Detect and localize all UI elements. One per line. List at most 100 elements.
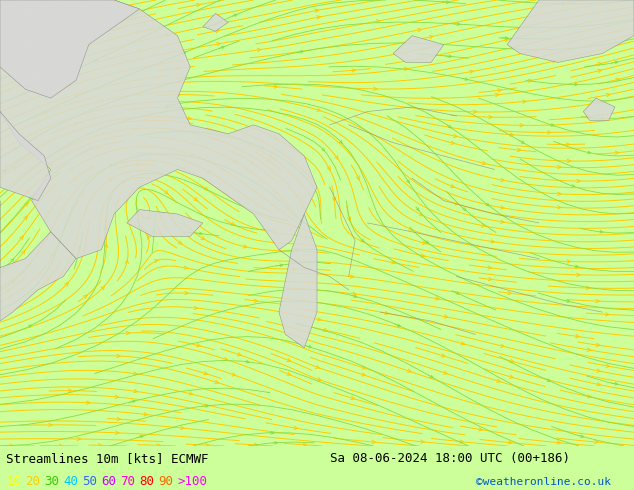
FancyArrowPatch shape bbox=[276, 264, 283, 267]
FancyArrowPatch shape bbox=[501, 344, 504, 347]
FancyArrowPatch shape bbox=[324, 328, 327, 332]
FancyArrowPatch shape bbox=[185, 292, 188, 294]
FancyArrowPatch shape bbox=[425, 241, 429, 244]
FancyArrowPatch shape bbox=[351, 396, 354, 399]
Polygon shape bbox=[279, 214, 317, 348]
FancyArrowPatch shape bbox=[287, 372, 290, 375]
FancyArrowPatch shape bbox=[528, 79, 532, 82]
FancyArrowPatch shape bbox=[257, 49, 261, 51]
FancyArrowPatch shape bbox=[117, 417, 120, 421]
FancyArrowPatch shape bbox=[101, 286, 105, 290]
FancyArrowPatch shape bbox=[205, 443, 209, 447]
FancyArrowPatch shape bbox=[197, 3, 200, 7]
FancyArrowPatch shape bbox=[84, 295, 87, 298]
FancyArrowPatch shape bbox=[482, 224, 485, 227]
FancyArrowPatch shape bbox=[409, 227, 413, 230]
FancyArrowPatch shape bbox=[416, 208, 419, 211]
FancyArrowPatch shape bbox=[190, 153, 194, 156]
FancyArrowPatch shape bbox=[181, 426, 184, 430]
FancyArrowPatch shape bbox=[115, 395, 119, 398]
FancyArrowPatch shape bbox=[574, 83, 578, 86]
Text: 30: 30 bbox=[44, 475, 60, 488]
FancyArrowPatch shape bbox=[517, 148, 521, 152]
FancyArrowPatch shape bbox=[138, 224, 141, 227]
FancyArrowPatch shape bbox=[23, 216, 27, 220]
FancyArrowPatch shape bbox=[188, 117, 191, 120]
FancyArrowPatch shape bbox=[216, 29, 219, 33]
FancyArrowPatch shape bbox=[489, 116, 492, 119]
FancyArrowPatch shape bbox=[558, 192, 561, 196]
FancyArrowPatch shape bbox=[139, 49, 143, 53]
FancyArrowPatch shape bbox=[463, 208, 466, 211]
FancyArrowPatch shape bbox=[65, 282, 68, 286]
FancyArrowPatch shape bbox=[588, 395, 591, 398]
FancyArrowPatch shape bbox=[224, 357, 228, 361]
FancyArrowPatch shape bbox=[201, 237, 205, 240]
FancyArrowPatch shape bbox=[588, 151, 591, 154]
FancyArrowPatch shape bbox=[571, 184, 574, 187]
FancyArrowPatch shape bbox=[49, 423, 52, 426]
FancyArrowPatch shape bbox=[335, 155, 338, 159]
FancyArrowPatch shape bbox=[59, 444, 63, 447]
FancyArrowPatch shape bbox=[597, 383, 600, 386]
FancyArrowPatch shape bbox=[146, 119, 149, 122]
FancyArrowPatch shape bbox=[406, 180, 410, 183]
FancyArrowPatch shape bbox=[317, 16, 320, 19]
FancyArrowPatch shape bbox=[261, 146, 264, 149]
FancyArrowPatch shape bbox=[356, 176, 359, 180]
FancyArrowPatch shape bbox=[419, 213, 423, 216]
FancyArrowPatch shape bbox=[482, 161, 486, 165]
Polygon shape bbox=[393, 36, 444, 62]
FancyArrowPatch shape bbox=[294, 426, 297, 429]
FancyArrowPatch shape bbox=[196, 232, 202, 235]
FancyArrowPatch shape bbox=[596, 299, 599, 303]
FancyArrowPatch shape bbox=[108, 178, 112, 182]
Text: 90: 90 bbox=[158, 475, 174, 488]
FancyArrowPatch shape bbox=[520, 123, 524, 127]
FancyArrowPatch shape bbox=[48, 163, 52, 166]
FancyArrowPatch shape bbox=[574, 265, 578, 268]
FancyArrowPatch shape bbox=[134, 372, 137, 375]
FancyArrowPatch shape bbox=[273, 136, 277, 139]
Text: ©weatheronline.co.uk: ©weatheronline.co.uk bbox=[476, 477, 611, 487]
FancyArrowPatch shape bbox=[534, 49, 537, 52]
FancyArrowPatch shape bbox=[372, 440, 375, 443]
FancyArrowPatch shape bbox=[126, 331, 130, 335]
FancyArrowPatch shape bbox=[75, 122, 79, 125]
FancyArrowPatch shape bbox=[274, 85, 278, 88]
Polygon shape bbox=[0, 0, 139, 98]
FancyArrowPatch shape bbox=[165, 33, 169, 37]
FancyArrowPatch shape bbox=[600, 230, 603, 233]
FancyArrowPatch shape bbox=[408, 369, 411, 372]
FancyArrowPatch shape bbox=[321, 148, 325, 151]
FancyArrowPatch shape bbox=[155, 259, 158, 263]
FancyArrowPatch shape bbox=[94, 20, 98, 23]
FancyArrowPatch shape bbox=[451, 141, 455, 145]
FancyArrowPatch shape bbox=[605, 313, 609, 316]
FancyArrowPatch shape bbox=[558, 206, 561, 209]
Polygon shape bbox=[0, 112, 51, 201]
FancyArrowPatch shape bbox=[303, 443, 306, 446]
FancyArrowPatch shape bbox=[611, 382, 618, 385]
FancyArrowPatch shape bbox=[461, 342, 465, 345]
FancyArrowPatch shape bbox=[479, 428, 482, 431]
FancyArrowPatch shape bbox=[421, 440, 424, 443]
FancyArrowPatch shape bbox=[567, 159, 571, 163]
FancyArrowPatch shape bbox=[395, 324, 401, 326]
FancyArrowPatch shape bbox=[164, 191, 168, 194]
FancyArrowPatch shape bbox=[495, 93, 499, 97]
FancyArrowPatch shape bbox=[46, 277, 49, 281]
FancyArrowPatch shape bbox=[11, 4, 15, 7]
FancyArrowPatch shape bbox=[422, 48, 425, 50]
FancyArrowPatch shape bbox=[237, 353, 241, 356]
FancyArrowPatch shape bbox=[194, 197, 198, 201]
FancyArrowPatch shape bbox=[11, 259, 14, 262]
FancyArrowPatch shape bbox=[269, 431, 274, 434]
FancyArrowPatch shape bbox=[510, 133, 514, 136]
FancyArrowPatch shape bbox=[125, 260, 129, 264]
FancyArrowPatch shape bbox=[612, 61, 618, 64]
FancyArrowPatch shape bbox=[39, 15, 45, 18]
FancyArrowPatch shape bbox=[317, 378, 321, 381]
FancyArrowPatch shape bbox=[129, 400, 135, 403]
FancyArrowPatch shape bbox=[558, 2, 565, 5]
